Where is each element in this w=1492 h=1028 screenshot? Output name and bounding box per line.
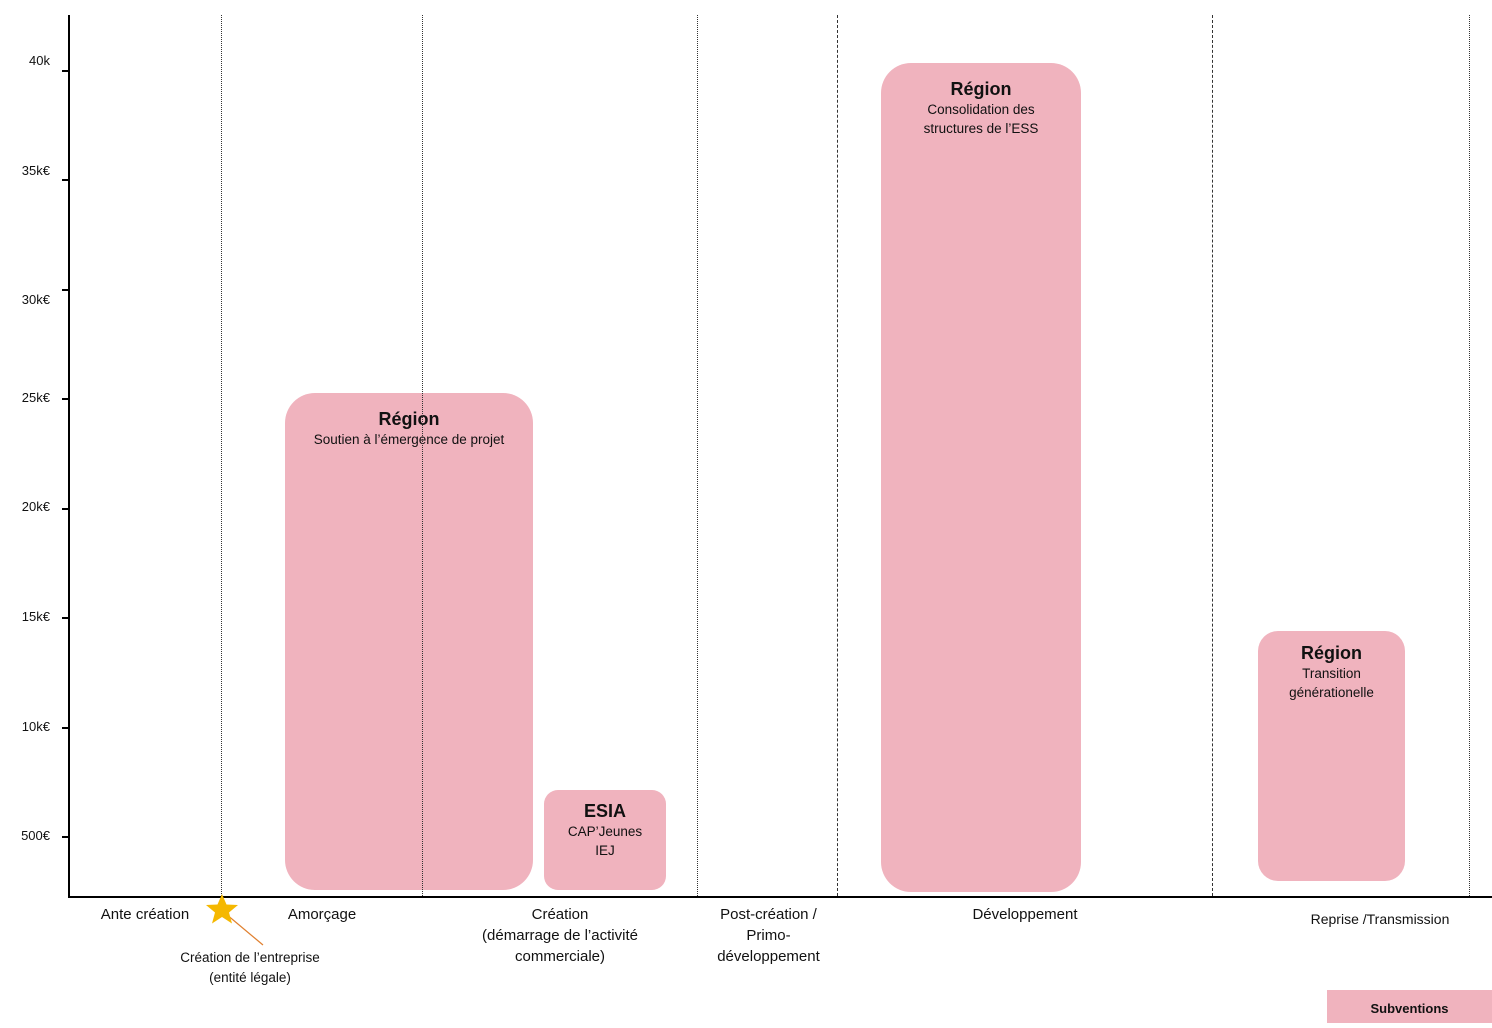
- block-subtitle: Transition générationelle: [1289, 666, 1374, 700]
- block-title: Région: [378, 409, 440, 429]
- y-tick-label: 500€: [21, 828, 50, 843]
- phase-separator: [697, 15, 698, 896]
- star-icon: [206, 894, 238, 924]
- y-tick-label: 20k€: [21, 499, 50, 514]
- funding-block-region-consolidation: Région Consolidation des structures de l…: [881, 63, 1081, 892]
- milestone-label: Création de l’entreprise (entité légale): [180, 950, 320, 985]
- block-title: Région: [1301, 643, 1362, 663]
- phase-separator: [1469, 15, 1470, 896]
- phase-label-reprise: Reprise /Transmission: [1310, 911, 1450, 927]
- y-tick: [62, 836, 70, 838]
- milestone-marker: [206, 894, 264, 946]
- block-title: ESIA: [583, 801, 626, 821]
- y-axis: [68, 15, 70, 898]
- y-tick-label: 10k€: [21, 719, 50, 734]
- funding-block-region-transition: Région Transition générationelle: [1258, 631, 1405, 881]
- phase-separator: [837, 15, 838, 896]
- y-tick-label: 30k€: [21, 292, 50, 307]
- phase-separator: [221, 15, 222, 896]
- phase-label-creation: Création (démarrage de l’activité commer…: [482, 906, 638, 965]
- y-tick: [62, 727, 70, 729]
- y-tick: [62, 179, 70, 181]
- y-tick-label: 40k: [29, 53, 50, 68]
- y-tick-label: 15k€: [21, 609, 50, 624]
- phase-label-amorcage: Amorçage: [287, 906, 357, 923]
- block-subtitle: Soutien à l’émergence de projet: [313, 432, 505, 447]
- y-tick-label: 25k€: [21, 390, 50, 405]
- funding-block-esia: ESIA CAP’Jeunes IEJ: [544, 790, 666, 890]
- y-tick-label: 35k€: [21, 163, 50, 178]
- x-axis: [68, 896, 1492, 898]
- phase-label-developpement: Développement: [972, 906, 1078, 923]
- y-tick: [62, 289, 70, 291]
- phase-separator: [422, 15, 423, 896]
- block-subtitle: Consolidation des structures de l’ESS: [923, 102, 1039, 136]
- phase-separator: [1212, 15, 1213, 896]
- block-title: Région: [950, 79, 1012, 99]
- phase-label-post-creation: Post-création / Primo- développement: [717, 906, 820, 965]
- block-subtitle: CAP’Jeunes IEJ: [567, 824, 643, 858]
- y-tick: [62, 617, 70, 619]
- y-tick: [62, 70, 70, 72]
- y-tick: [62, 508, 70, 510]
- y-tick: [62, 398, 70, 400]
- legend-subventions: Subventions: [1327, 990, 1492, 1023]
- milestone-leader-line: [225, 913, 264, 946]
- phase-label-ante-creation: Ante création: [100, 906, 190, 923]
- funding-block-region-emergence: Région Soutien à l’émergence de projet: [285, 393, 533, 890]
